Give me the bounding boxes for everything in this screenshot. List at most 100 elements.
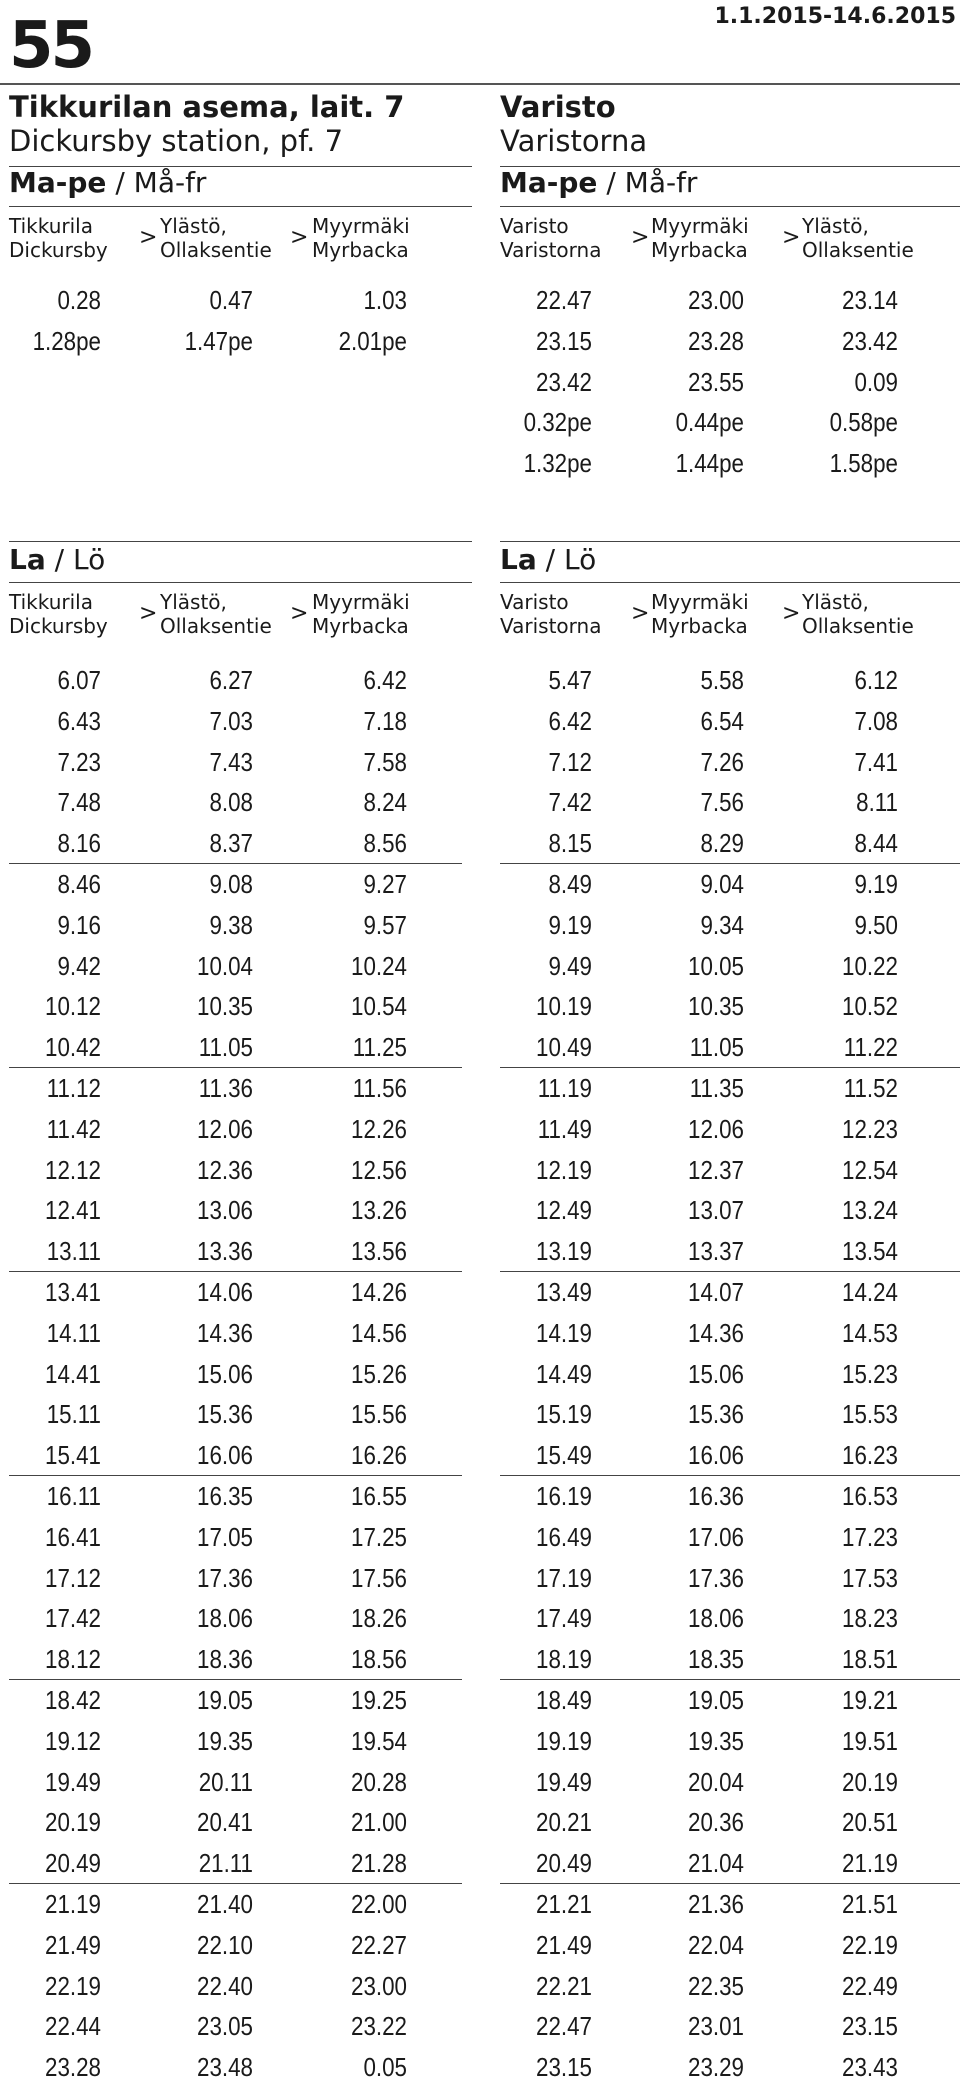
departure-time: 14.19 [536,1317,592,1348]
departure-time: 21.40 [197,1889,253,1919]
departure-time: 10.12 [45,991,101,1022]
departure-time: 6.12 [854,665,898,695]
departure-time: 0.28 [57,285,101,315]
departure-time: 17.36 [688,1562,744,1593]
departure-time: 18.56 [351,1644,407,1675]
departure-time: 12.26 [351,1113,407,1144]
departure-time: 13.11 [46,1236,101,1267]
departure-time: 10.42 [45,1032,101,1063]
departure-time: 11.35 [689,1073,744,1103]
departure-time: 22.00 [351,1889,407,1919]
header-divider [0,83,960,85]
departure-time: 14.11 [46,1317,101,1348]
departure-time: 19.49 [536,1766,592,1797]
departure-time: 9.57 [363,909,407,940]
row-group-divider [9,863,462,864]
departure-time: 15.53 [842,1399,898,1430]
departure-time: 10.19 [536,991,592,1022]
departure-time: 8.11 [856,787,898,818]
departure-time: 11.25 [352,1032,407,1063]
departure-time: 9.19 [548,909,592,940]
direction-arrow-icon: > [782,601,801,626]
departure-time: 20.28 [351,1766,407,1797]
departure-time: 13.37 [688,1236,744,1267]
departure-time: 14.07 [688,1277,744,1307]
departure-time: 8.08 [209,787,253,818]
route-number: 55 [9,9,95,83]
weekday-heading: Ma-pe / Må-fr [500,166,697,200]
row-group-divider [500,1271,960,1272]
departure-time: 21.36 [688,1889,744,1919]
departure-time: 8.49 [548,869,592,899]
departure-time: 2.01pe [338,325,407,356]
departure-time: 15.06 [688,1358,744,1389]
departure-time: 23.43 [842,2052,898,2083]
departure-time: 7.41 [854,746,898,777]
departure-time: 9.50 [854,909,898,940]
departure-time: 15.49 [536,1440,592,1471]
departure-time: 6.42 [363,665,407,695]
departure-time: 7.12 [548,746,592,777]
departure-time: 23.00 [351,1970,407,2001]
departure-time: 14.36 [688,1317,744,1348]
departure-time: 13.56 [351,1236,407,1267]
weekday-label-sv: Må-fr [133,166,207,199]
departure-time: 8.29 [700,828,744,859]
departure-time: 13.19 [536,1236,592,1267]
departure-time: 9.38 [209,909,253,940]
saturday-label-fi: La [500,543,537,576]
row-group-divider [500,1679,960,1680]
departure-time: 10.05 [688,950,744,981]
departure-time: 19.25 [351,1685,407,1715]
departure-time: 14.24 [842,1277,898,1307]
departure-time: 10.35 [688,991,744,1022]
departure-time: 10.22 [842,950,898,981]
departure-time: 20.11 [198,1766,253,1797]
departure-time: 10.49 [536,1032,592,1063]
departure-time: 15.23 [842,1358,898,1389]
departure-time: 18.36 [197,1644,253,1675]
departure-time: 11.19 [537,1073,592,1103]
departure-time: 7.43 [209,746,253,777]
departure-time: 20.49 [536,1848,592,1879]
departure-time: 22.21 [536,1970,592,2001]
departure-time: 15.11 [46,1399,101,1430]
departure-time: 20.04 [688,1766,744,1797]
day-separator: / [536,543,564,576]
departure-time: 10.54 [351,991,407,1022]
departure-time: 15.19 [536,1399,592,1430]
departure-time: 8.44 [854,828,898,859]
departure-time: 9.16 [57,909,101,940]
saturday-label-sv: Lö [72,543,106,576]
departure-time: 15.26 [351,1358,407,1389]
departure-time: 19.12 [45,1725,101,1756]
departure-time: 12.06 [688,1113,744,1144]
departure-time: 23.42 [536,366,592,397]
departure-time: 10.52 [842,991,898,1022]
departure-time: 15.06 [197,1358,253,1389]
departure-time: 17.19 [536,1562,592,1593]
departure-time: 14.49 [536,1358,592,1389]
departure-time: 9.42 [57,950,101,981]
departure-time: 10.35 [197,991,253,1022]
departure-time: 17.42 [45,1603,101,1634]
row-group-divider [500,863,960,864]
stop-column-1: Varisto Varistorna [500,590,602,638]
departure-time: 9.08 [209,869,253,899]
stop-column-1: Varisto Varistorna [500,214,602,262]
row-group-divider [500,1883,960,1884]
departure-time: 17.49 [536,1603,592,1634]
stop-column-3: Myyrmäki Myrbacka [312,214,410,262]
departure-time: 17.05 [197,1521,253,1552]
departure-time: 22.19 [45,1970,101,2001]
departure-time: 21.00 [351,1807,407,1838]
departure-time: 23.29 [688,2052,744,2083]
departure-time: 13.06 [197,1195,253,1226]
departure-time: 16.55 [351,1481,407,1511]
departure-time: 16.36 [688,1481,744,1511]
departure-time: 1.58pe [829,448,898,479]
weekday-label-sv: Må-fr [624,166,698,199]
direction-arrow-icon: > [782,225,801,250]
saturday-label-sv: Lö [563,543,597,576]
departure-time: 11.52 [843,1073,898,1103]
